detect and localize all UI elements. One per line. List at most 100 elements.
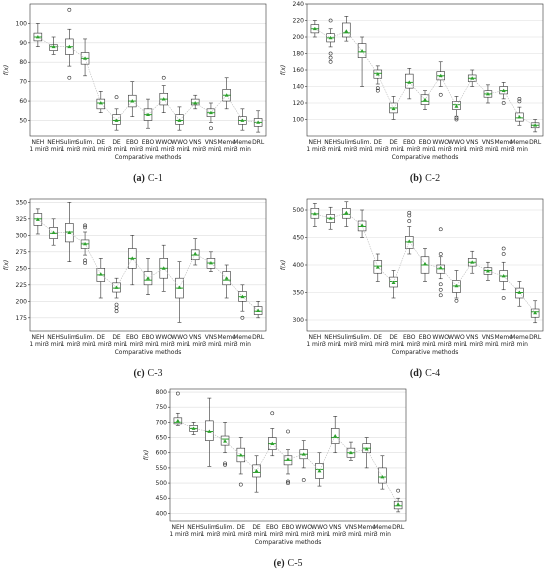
mean-marker	[375, 265, 380, 269]
x-tick-label: Meme 1 min	[494, 139, 513, 153]
y-tick-label: 700	[156, 419, 168, 426]
outlier	[407, 219, 412, 223]
x-tick-line: 1 min	[401, 341, 418, 348]
mean-marker	[51, 230, 56, 235]
x-tick-line: 3 min	[322, 341, 339, 348]
outlier	[83, 261, 87, 265]
x-tick-label: EBO 1 min	[401, 139, 418, 153]
mean-marker	[161, 266, 166, 270]
x-tick-line: EBO	[419, 139, 432, 146]
x-tick-line: NEH	[31, 334, 44, 341]
x-tick-label: VNS 1 min	[464, 334, 481, 348]
mean-marker	[146, 112, 150, 117]
y-tick-label: 325	[16, 216, 28, 223]
x-tick-line: 3 min	[108, 146, 125, 153]
x-tick-line: 3 min	[354, 341, 371, 348]
mean-marker	[470, 76, 475, 80]
outlier	[161, 75, 166, 80]
x-tick-line: 1 min	[295, 531, 312, 538]
x-tick-label: DRL	[529, 334, 542, 341]
caption-label: (c)	[133, 368, 144, 379]
mean-marker	[238, 453, 243, 457]
x-tick-line: NEH	[47, 334, 60, 341]
y-tick-label: 50	[19, 117, 27, 124]
outlier	[438, 282, 443, 287]
x-tick-label: WWO 1 min	[432, 139, 449, 153]
x-axis-label: Comparative methods	[392, 349, 459, 356]
y-tick-label: 240	[293, 1, 305, 8]
y-tick-label: 350	[16, 199, 28, 206]
x-tick-label: WWO 1 min	[432, 334, 449, 348]
outlier	[396, 488, 401, 493]
mean-marker	[454, 104, 459, 108]
mean-marker	[364, 447, 369, 451]
mean-marker	[240, 118, 245, 122]
x-tick-label: DE 3 min	[108, 139, 125, 153]
mean-marker	[501, 274, 506, 278]
caption-name: C-1	[148, 173, 163, 184]
outlier	[328, 59, 333, 64]
x-tick-line: 1 min	[464, 341, 481, 348]
x-tick-line: 3 min	[311, 531, 328, 538]
x-tick-line: 1 min	[124, 146, 141, 153]
x-tick-line: 1 min	[155, 146, 172, 153]
mean-marker	[348, 450, 353, 455]
mean-marker	[193, 101, 198, 105]
x-tick-line: WWO	[171, 139, 188, 146]
x-tick-label: Sulim. 1 min	[200, 524, 219, 538]
x-tick-line: EBO	[126, 334, 139, 341]
caption-label: (b)	[410, 173, 422, 184]
x-tick-label: Meme 1 min	[357, 524, 376, 538]
x-tick-line: Meme	[217, 139, 236, 146]
x-tick-label: NEH 3 min	[185, 524, 202, 538]
y-tick-label: 400	[156, 510, 168, 517]
y-tick-label: 140	[293, 84, 305, 91]
x-tick-label: Sulim. 3 min	[353, 334, 372, 348]
x-tick-line: 3 min	[185, 531, 202, 538]
mean-marker	[114, 285, 119, 289]
x-tick-line: 1 min	[495, 146, 512, 153]
outlier	[114, 95, 119, 100]
x-tick-line: Meme	[233, 139, 252, 146]
x-tick-line: VNS	[482, 139, 495, 146]
x-tick-line: 3 min	[171, 146, 188, 153]
x-tick-label: Sulim. 3 min	[76, 139, 95, 153]
y-axis-label: f(x)	[280, 65, 287, 75]
x-tick-line: Sulim.	[76, 334, 95, 341]
outlier	[114, 302, 119, 307]
x-tick-line: 1 min	[201, 531, 218, 538]
mean-marker	[240, 294, 245, 299]
mean-marker	[254, 468, 259, 473]
x-tick-line: VNS	[345, 524, 358, 531]
x-tick-line: DE	[97, 139, 106, 146]
mean-marker	[98, 101, 103, 105]
x-tick-line: 1 min	[232, 531, 249, 538]
x-tick-line: 3 min	[448, 146, 465, 153]
x-tick-label: WWO 1 min	[295, 524, 312, 538]
x-tick-line: Sulim.	[200, 524, 219, 531]
x-tick-label: WWO 3 min	[171, 139, 188, 153]
mean-marker	[380, 475, 385, 479]
x-tick-line: 3 min	[108, 341, 125, 348]
x-tick-label: VNS 3 min	[202, 334, 219, 348]
mean-marker	[533, 123, 538, 127]
y-tick-label: 120	[293, 100, 305, 107]
y-axis-label: f(x)	[3, 260, 10, 270]
x-tick-line: Meme	[373, 524, 392, 531]
x-tick-label: Meme 3 min	[233, 334, 252, 348]
mean-marker	[130, 256, 135, 260]
x-axis-label: Comparative methods	[392, 154, 459, 161]
x-tick-line: EBO	[142, 334, 155, 341]
y-axis-label: f(x)	[280, 260, 287, 270]
mean-marker	[175, 418, 180, 423]
mean-marker	[423, 97, 427, 102]
outlier	[501, 296, 506, 300]
caption: (c) C-3	[133, 368, 162, 379]
x-tick-label: EBO 3 min	[139, 334, 156, 348]
outlier	[454, 117, 459, 122]
y-tick-label: 800	[156, 389, 168, 396]
x-tick-line: 1 min	[29, 341, 46, 348]
x-tick-line: WWO	[432, 334, 449, 341]
